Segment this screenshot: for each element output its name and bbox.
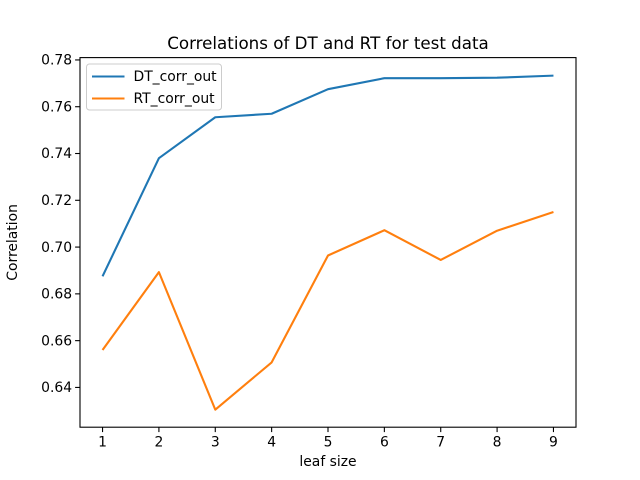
x-tick-label: 2: [154, 434, 163, 450]
axes-box: [79, 57, 577, 428]
legend-label-DT_corr_out: DT_corr_out: [134, 69, 218, 85]
x-axis-label: leaf size: [299, 454, 356, 470]
x-tick-label: 1: [98, 434, 107, 450]
y-tick-label: 0.72: [41, 193, 72, 209]
series-line-RT_corr_out: [101, 210, 554, 411]
y-tick-label: 0.78: [41, 53, 72, 69]
x-tick-label: 8: [493, 434, 502, 450]
legend-label-RT_corr_out: RT_corr_out: [134, 91, 216, 107]
y-tick-label: 0.70: [41, 240, 72, 256]
y-tick-label: 0.66: [41, 333, 72, 349]
y-tick-label: 0.64: [41, 380, 72, 396]
x-tick-label: 3: [211, 434, 220, 450]
x-tick-label: 9: [549, 434, 558, 450]
y-tick-label: 0.76: [41, 99, 72, 115]
series-line-DT_corr_out: [101, 74, 554, 277]
x-tick-label: 5: [324, 434, 333, 450]
x-tick-label: 7: [436, 434, 445, 450]
y-tick-label: 0.74: [41, 146, 72, 162]
x-tick-label: 6: [380, 434, 389, 450]
x-tick-label: 4: [267, 434, 276, 450]
y-axis-label: Correlation: [5, 204, 21, 281]
chart-title: Correlations of DT and RT for test data: [167, 33, 489, 53]
y-tick-label: 0.68: [41, 287, 72, 303]
